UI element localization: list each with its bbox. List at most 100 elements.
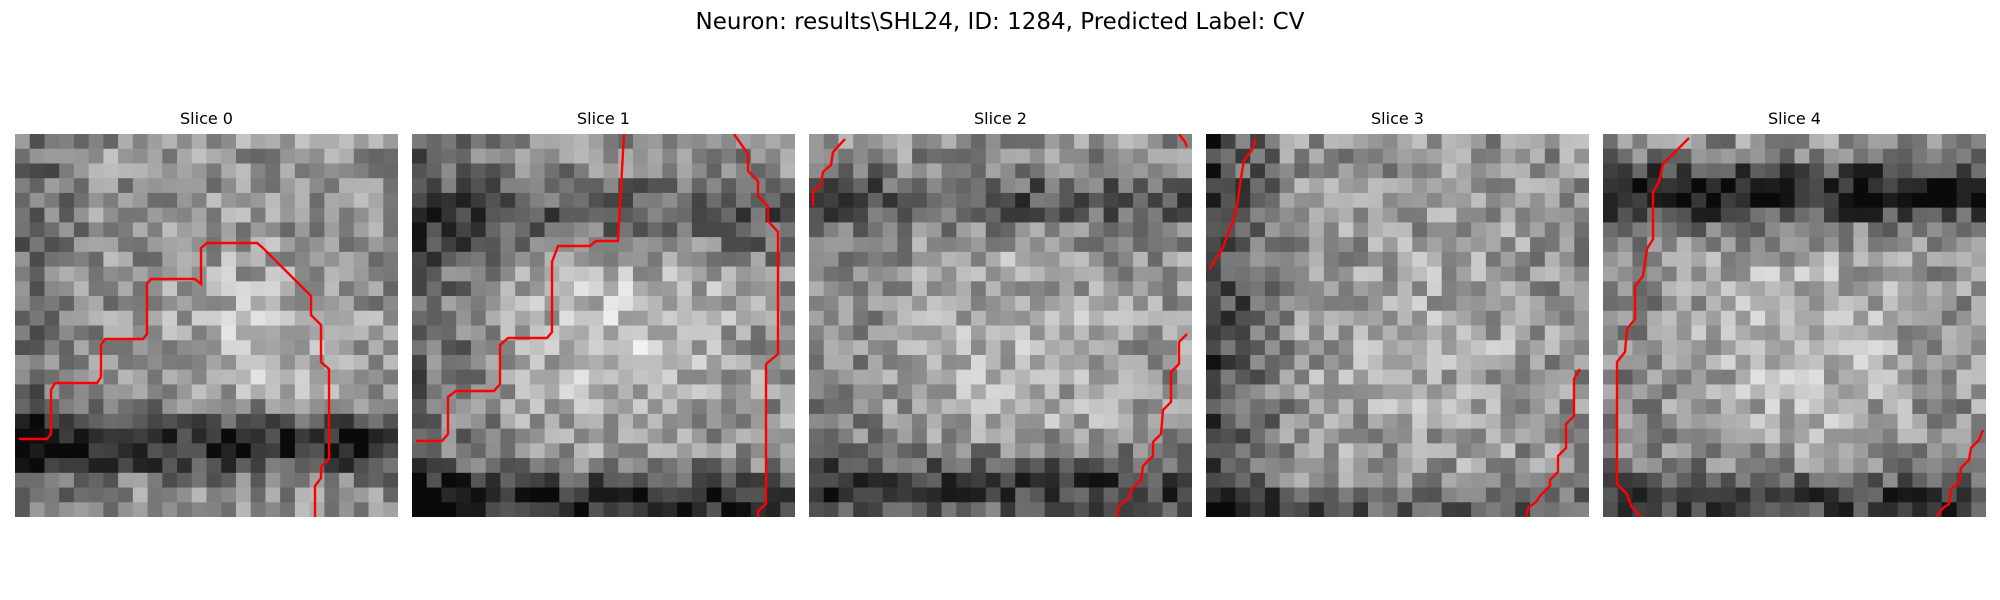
image-pixel [1617,428,1633,444]
image-pixel [1147,458,1163,474]
image-pixel [500,266,516,282]
image-pixel [1750,340,1766,356]
image-pixel [1530,266,1546,282]
image-pixel [926,251,942,267]
image-pixel [926,207,942,223]
image-pixel [500,281,516,297]
image-pixel [1426,296,1443,312]
image-pixel [780,192,795,209]
image-pixel [721,458,737,474]
image-pixel [823,369,839,385]
image-pixel [1162,399,1178,415]
image-pixel [339,296,355,312]
slice-panel-1: Slice 1 [412,0,795,600]
image-pixel [500,399,516,415]
image-pixel [1074,502,1090,517]
image-pixel [1456,502,1472,517]
image-pixel [736,251,752,267]
image-pixel [867,325,884,341]
image-pixel [838,458,854,474]
image-pixel [1735,354,1751,371]
image-pixel [1676,413,1692,430]
image-pixel [1382,399,1398,415]
image-pixel [1382,148,1398,164]
image-pixel [470,222,487,238]
image-pixel [544,399,560,415]
image-pixel [368,369,384,385]
image-pixel [412,458,428,474]
image-pixel [1544,237,1560,253]
image-pixel [1397,443,1413,459]
image-pixel [1779,340,1795,356]
image-pixel [1382,487,1398,503]
image-pixel [147,222,163,238]
image-pixel [1500,325,1516,341]
image-pixel [500,310,516,326]
image-pixel [956,472,972,488]
image-pixel [1515,148,1531,164]
image-pixel [1809,502,1825,517]
image-pixel [1530,163,1546,179]
image-pixel [1765,340,1781,356]
image-pixel [603,413,619,430]
image-pixel [853,487,869,503]
image-pixel [1912,148,1928,164]
image-pixel [221,413,237,430]
image-pixel [1706,340,1722,356]
image-pixel [1368,266,1384,282]
image-pixel [677,325,693,341]
image-pixel [1029,251,1046,267]
image-pixel [1368,192,1384,209]
image-pixel [1794,281,1810,297]
image-pixel [838,325,854,341]
image-pixel [235,428,252,444]
image-pixel [1912,428,1928,444]
image-pixel [88,399,104,415]
image-pixel [1882,148,1899,164]
image-pixel [1177,178,1192,194]
image-pixel [280,458,296,474]
image-pixel [677,266,693,282]
image-pixel [1941,428,1957,444]
image-pixel [132,192,148,209]
image-pixel [1382,502,1398,517]
image-pixel [103,296,119,312]
image-pixel [1544,266,1560,282]
image-pixel [706,369,722,385]
image-pixel [926,163,942,179]
image-pixel [809,369,825,385]
image-pixel [59,354,75,371]
image-pixel [809,222,825,238]
image-pixel [15,502,31,517]
image-pixel [485,354,501,371]
image-pixel [485,281,501,297]
image-pixel [309,296,325,312]
image-pixel [1338,325,1354,341]
image-pixel [618,134,634,150]
image-pixel [1559,207,1575,223]
image-pixel [500,163,516,179]
image-pixel [736,354,752,371]
image-pixel [1868,192,1884,209]
image-pixel [618,207,634,223]
image-pixel [603,369,619,385]
image-pixel [353,222,369,238]
image-pixel [823,472,839,488]
image-pixel [838,384,854,400]
image-pixel [1735,325,1751,341]
image-pixel [1617,192,1633,209]
image-pixel [985,384,1001,400]
image-pixel [294,222,311,238]
image-pixel [265,487,281,503]
image-pixel [456,222,472,238]
image-pixel [1220,384,1236,400]
image-pixel [971,487,987,503]
image-pixel [412,325,428,341]
image-pixel [1250,310,1266,326]
image-pixel [118,237,134,253]
image-pixel [206,296,222,312]
image-pixel [1206,502,1222,517]
image-pixel [1500,354,1516,371]
image-pixel [191,310,207,326]
image-pixel [971,296,987,312]
